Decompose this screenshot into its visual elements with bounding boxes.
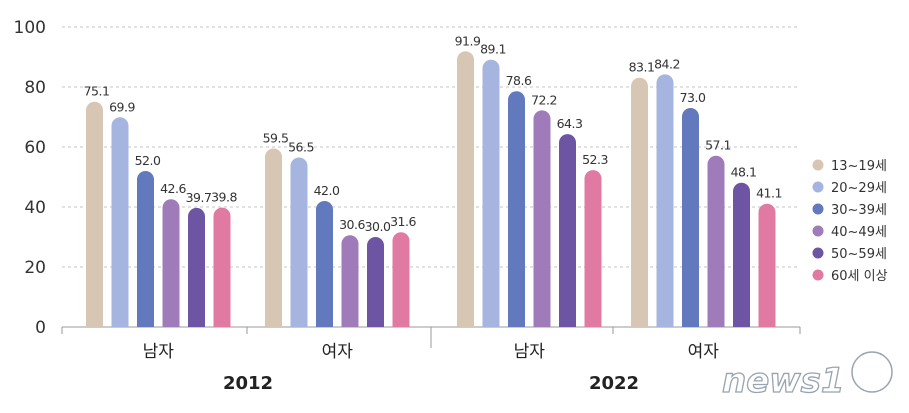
bar [482,59,500,327]
legend-marker [812,269,824,281]
legend-label: 20~29세 [831,181,887,196]
year-label: 2022 [589,373,639,394]
y-tick-label: 40 [24,198,46,218]
legend-marker [812,247,824,259]
y-tick-label: 80 [24,78,46,98]
bar [290,157,308,327]
data-label: 72.2 [531,92,557,107]
legend-label: 50~59세 [831,247,887,262]
legend-label: 13~19세 [831,159,887,174]
bar [137,171,154,327]
year-label: 2012 [223,373,273,394]
data-label: 56.5 [288,140,314,155]
bar [265,148,282,327]
watermark-text: news1 [722,361,845,401]
data-label: 48.1 [731,165,757,180]
bar [656,74,674,328]
bar [733,182,750,327]
watermark-logo-icon [851,351,893,393]
data-label: 52.3 [582,152,608,167]
bar [213,207,231,327]
data-label: 84.2 [654,56,680,71]
y-tick-label: 20 [24,258,46,278]
legend: 13~19세 20~29세 30~39세 40~49세 50~59세 60세 이상 [812,159,888,284]
data-label: 64.3 [557,116,583,131]
bar [86,101,103,327]
y-axis: 0 20 40 60 80 100 [14,18,46,338]
bar [188,207,205,327]
bar [341,235,359,327]
legend-marker [812,181,824,193]
group-label: 남자 [143,342,175,362]
bars [86,51,776,328]
data-label: 59.5 [263,131,289,146]
bar [707,155,725,327]
data-label: 41.1 [756,186,782,201]
bar [631,77,648,327]
legend-marker [812,225,824,237]
y-tick-label: 60 [24,138,46,158]
y-tick-label: 0 [35,318,46,338]
data-label: 69.9 [109,99,135,114]
group-label: 남자 [514,342,546,362]
bar [367,237,384,327]
bar [584,170,602,327]
bar [316,201,333,327]
data-label: 30.6 [339,217,365,232]
group-label: 여자 [688,342,720,362]
bar [682,108,699,327]
x-axis: 남자 여자 남자 여자 2012 2022 [61,327,801,394]
legend-marker [812,159,824,171]
data-label: 83.1 [629,60,655,75]
data-label: 89.1 [480,42,506,57]
group-label: 여자 [322,342,354,362]
data-label: 31.6 [390,214,416,229]
bar [533,110,551,328]
legend-marker [812,203,824,215]
data-label: 91.9 [455,33,481,48]
y-tick-label: 100 [14,18,46,38]
data-label: 39.7 [186,190,212,205]
data-label: 42.0 [314,183,340,198]
value-labels: 75.169.9 52.0 42.639.7 39.8 59.556.5 42.0 30.6… [84,33,783,234]
bar [559,134,576,327]
legend-label: 30~39세 [831,203,887,218]
bar [457,51,474,328]
legend-label: 60세 이상 [831,269,888,284]
data-label: 30.0 [365,219,391,234]
bar [111,117,129,327]
bar [758,203,776,327]
bar [392,232,410,327]
data-label: 39.8 [211,190,237,205]
watermark: news1 [721,351,893,402]
data-label: 52.0 [135,153,161,168]
data-label: 78.6 [506,73,532,88]
bar [508,91,525,327]
data-label: 42.6 [160,181,186,196]
data-label: 75.1 [84,84,110,99]
bar [162,199,180,327]
data-label: 73.0 [680,90,706,105]
legend-label: 40~49세 [831,225,887,240]
data-label: 57.1 [705,138,731,153]
